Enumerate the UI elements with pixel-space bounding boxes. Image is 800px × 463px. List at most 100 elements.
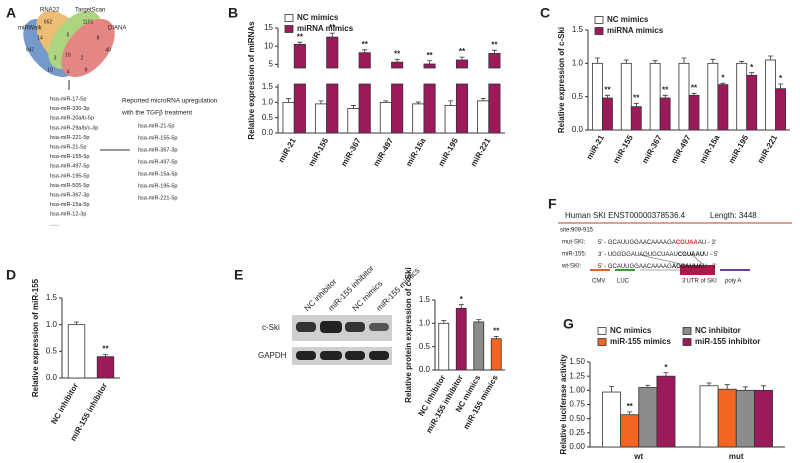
error-bar bbox=[427, 60, 433, 64]
band bbox=[369, 323, 389, 331]
venn-count: 1101 bbox=[83, 19, 94, 25]
error-bar bbox=[623, 59, 629, 64]
error-bar bbox=[491, 49, 497, 54]
lane-label: miR-155 mimics bbox=[375, 266, 422, 313]
error-bar bbox=[662, 94, 668, 98]
element-label: CMV bbox=[592, 279, 605, 285]
band bbox=[296, 322, 316, 332]
error-bar bbox=[710, 58, 716, 64]
venn-label: miRWalk bbox=[18, 26, 43, 32]
error-bar bbox=[652, 60, 658, 64]
candidate: hsa-miR-29a/b/c-3p bbox=[50, 125, 98, 131]
y-tick-label: 0.5 bbox=[262, 113, 274, 122]
x-tick-label: miR-221 bbox=[469, 136, 493, 168]
bar bbox=[391, 83, 404, 134]
reported: hsa-miR-21-5p bbox=[138, 123, 174, 129]
bar bbox=[455, 59, 469, 69]
significance: ** bbox=[493, 327, 500, 336]
bar bbox=[591, 62, 603, 131]
seq-name: mut-SKI: bbox=[562, 240, 586, 246]
bar bbox=[282, 101, 295, 134]
bar bbox=[490, 338, 502, 371]
band bbox=[296, 351, 316, 360]
y-axis-label: Relative expression of c-Ski bbox=[557, 27, 566, 133]
y-tick-label: 0.0 bbox=[419, 365, 431, 374]
error-bar bbox=[604, 94, 610, 98]
error-bar bbox=[74, 321, 79, 325]
legend-label: miR-155 mimics bbox=[610, 337, 671, 346]
error-bar bbox=[480, 97, 486, 101]
reported-title: with the TGFβ treatment bbox=[121, 110, 192, 117]
bar bbox=[656, 375, 676, 448]
bar bbox=[444, 105, 457, 134]
seq-part: U - 5' bbox=[704, 252, 718, 258]
seq-name: wt-SKI: bbox=[561, 264, 582, 270]
error-bar bbox=[441, 320, 447, 324]
significance: ** bbox=[691, 83, 698, 92]
x-tick-label: miR-195 bbox=[727, 133, 751, 165]
significance: * bbox=[664, 363, 668, 372]
candidate: hsa-miR-221-5p bbox=[50, 135, 89, 141]
bar bbox=[659, 97, 671, 131]
bar bbox=[379, 101, 392, 134]
bar bbox=[293, 83, 306, 134]
error-bar bbox=[383, 100, 389, 103]
venn-set bbox=[61, 18, 115, 78]
bar bbox=[455, 307, 467, 371]
venn-count: 652 bbox=[44, 19, 53, 25]
x-tick-label: miR-367 bbox=[640, 133, 664, 165]
y-tick-label: 1.5 bbox=[572, 25, 584, 34]
connector bbox=[639, 254, 691, 267]
venn-count: 14 bbox=[37, 35, 43, 41]
panel-label: B bbox=[228, 5, 238, 21]
bar bbox=[707, 62, 719, 131]
venn-count: 9 bbox=[85, 67, 88, 73]
bar bbox=[602, 391, 622, 448]
element-label: 3'UTR of SKI bbox=[682, 279, 717, 285]
bar bbox=[638, 387, 658, 448]
panel-label: E bbox=[234, 267, 243, 283]
legend-swatch bbox=[284, 25, 294, 33]
y-tick-label: 15 bbox=[264, 23, 273, 32]
connector bbox=[689, 252, 706, 267]
x-tick-label: miR-15a bbox=[404, 136, 428, 168]
x-tick-label: mut bbox=[729, 452, 744, 461]
candidate: hsa-miR-367-3p bbox=[50, 192, 89, 198]
error-bar bbox=[663, 372, 669, 377]
seq-part: CGUAA bbox=[676, 240, 699, 246]
western-blot bbox=[292, 315, 392, 365]
seq-part: U - 3' bbox=[703, 264, 717, 270]
y-tick-label: 0.5 bbox=[572, 92, 584, 101]
x-tick-label: miR-155 bbox=[307, 136, 331, 168]
error-bar bbox=[720, 82, 726, 85]
x-tick-label: miR-497 bbox=[372, 136, 396, 168]
y-tick-label: 1.5 bbox=[46, 293, 58, 302]
bar bbox=[488, 53, 501, 69]
x-tick-label: NC inhibitor bbox=[49, 382, 80, 426]
x-tick-label: miR-195 bbox=[437, 136, 461, 168]
venn bbox=[23, 10, 115, 78]
candidate: hsa-miR-195-5p bbox=[50, 173, 89, 179]
error-bar bbox=[594, 57, 600, 64]
bar bbox=[455, 83, 469, 134]
x-tick-label: miR-15a bbox=[698, 133, 722, 165]
candidate: hsa-miR-21-5p bbox=[50, 144, 86, 150]
y-tick-label: 0.5 bbox=[419, 342, 431, 351]
legend-label: miRNA mimics bbox=[607, 26, 664, 35]
significance: * bbox=[750, 63, 754, 72]
sequence: 5' - GCAUUGGAACAAAAGACGUAAAU - 3' bbox=[598, 240, 716, 246]
bar bbox=[630, 106, 642, 131]
candidate: hsa-miR-505-5p bbox=[50, 183, 89, 189]
panel-label: D bbox=[6, 267, 16, 283]
significance: ** bbox=[362, 40, 369, 49]
y-tick-label: 0.75 bbox=[569, 400, 585, 409]
y-tick-label: 0.0 bbox=[262, 128, 274, 137]
significance: ** bbox=[627, 402, 634, 411]
legend-swatch bbox=[597, 327, 607, 335]
legend-label: NC mimics bbox=[610, 326, 652, 335]
y-axis-label: Relative luciferase activity bbox=[559, 354, 568, 455]
y-tick-label: 1.5 bbox=[262, 82, 274, 91]
reported: hsa-miR-497-5p bbox=[138, 159, 177, 165]
x-tick-label: miR-155 bbox=[611, 133, 635, 165]
